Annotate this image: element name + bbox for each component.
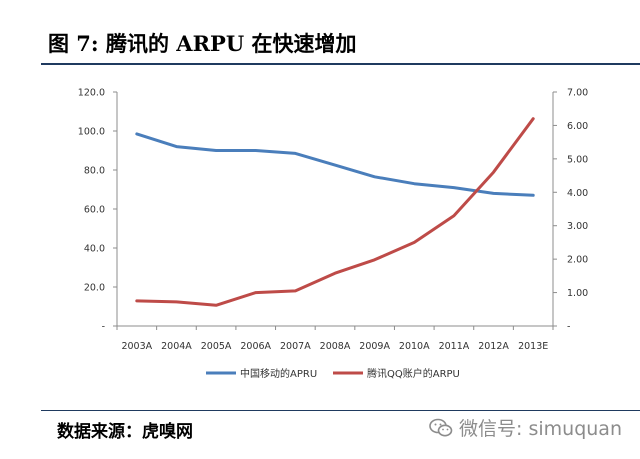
left-tick-label: 100.0 (78, 127, 105, 138)
right-tick-label: 7.00 (567, 88, 588, 99)
right-axis-ticks: 7.00 6.00 5.00 4.00 3.00 2.00 1.00 - (553, 88, 588, 333)
x-tick-label: 2008A (320, 341, 351, 352)
arpu-chart: 120.0 100.0 80.0 60.0 40.0 20.0 - 7.00 6.00 5.00… (78, 88, 588, 381)
top-divider (41, 63, 640, 65)
right-tick-label: 1.00 (567, 288, 588, 299)
wechat-icon (429, 418, 453, 436)
left-tick-label: 80.0 (84, 166, 105, 177)
x-tick-label: 2005A (201, 341, 232, 352)
watermark: 微信号: simuquan (429, 414, 622, 441)
right-tick-label: 3.00 (567, 221, 588, 232)
x-tick-label: 2004A (161, 341, 192, 352)
left-axis-ticks: 120.0 100.0 80.0 60.0 40.0 20.0 - (78, 88, 117, 333)
x-tick-label: 2010A (399, 341, 430, 352)
left-tick-label: 20.0 (84, 283, 105, 294)
right-tick-label: 5.00 (567, 154, 588, 165)
right-tick-label: 2.00 (567, 255, 588, 266)
left-tick-label: - (102, 322, 105, 333)
x-tick-label: 2007A (280, 341, 311, 352)
watermark-text: 微信号: simuquan (459, 418, 622, 440)
right-tick-label: 6.00 (567, 121, 588, 132)
right-tick-label: 4.00 (567, 188, 588, 199)
left-tick-label: 40.0 (84, 244, 105, 255)
bottom-divider (41, 410, 640, 411)
series-lines (135, 117, 535, 307)
x-axis-ticks: 2003A 2004A 2005A 2006A 2007A 2008A 2009A 2010A… (116, 326, 554, 352)
x-tick-label: 2011A (439, 341, 470, 352)
page-title: 图 7: 腾讯的 ARPU 在快速增加 (48, 31, 357, 56)
legend-label: 中国移动的APRU (240, 367, 317, 380)
right-tick-label: - (567, 322, 570, 333)
left-tick-label: 120.0 (78, 88, 105, 99)
source-note: 数据来源：虎嗅网 (57, 422, 193, 442)
chart-legend: 中国移动的APRU 腾讯QQ账户的ARPU (206, 367, 460, 380)
x-tick-label: 2006A (240, 341, 271, 352)
series-line-tencent (135, 117, 535, 307)
chart-axes (116, 92, 554, 327)
series-line-china-mobile (135, 132, 535, 197)
x-tick-label: 2009A (359, 341, 390, 352)
x-tick-label: 2013E (518, 341, 548, 352)
left-tick-label: 60.0 (84, 205, 105, 216)
legend-label: 腾讯QQ账户的ARPU (367, 367, 460, 380)
x-tick-label: 2012A (478, 341, 509, 352)
x-tick-label: 2003A (121, 341, 152, 352)
